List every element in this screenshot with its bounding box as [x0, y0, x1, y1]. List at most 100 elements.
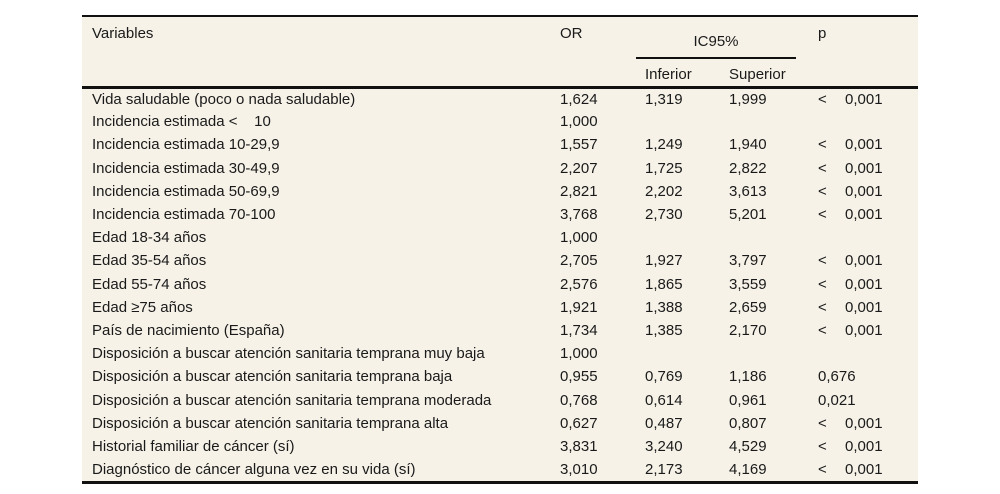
p-cell: <0,001	[808, 435, 918, 458]
ic95-superior-value: 3,559	[729, 275, 767, 293]
ic95-superior-value: 2,822	[729, 159, 767, 177]
ic95-inferior-value: 1,725	[645, 159, 683, 177]
table-row: Incidencia estimada 10-29,9 1,557 1,249 …	[82, 133, 918, 156]
ic95-superior-value	[722, 110, 808, 133]
ic95-superior-value: 5,201	[729, 206, 767, 224]
table-row: Disposición a buscar atención sanitaria …	[82, 388, 918, 411]
ic95-superior-value: 1,940	[729, 136, 767, 154]
ic95-inferior-value	[635, 226, 722, 249]
p-cell: <0,001	[808, 133, 918, 156]
header-spacer-variables	[82, 59, 552, 89]
less-than-sign: <	[818, 159, 827, 177]
table-body: Vida saludable (poco o nada saludable) 1…	[82, 87, 918, 481]
ic95-inferior-value: 1,249	[645, 136, 683, 154]
table-row: Edad 18-34 años 1,000	[82, 226, 918, 249]
ic95-inferior-value: 3,240	[645, 437, 683, 455]
less-than-sign: <	[818, 298, 827, 316]
p-value: 0,001	[845, 437, 883, 455]
or-value: 2,705	[560, 252, 598, 270]
ic95-inferior-value: 2,202	[645, 182, 683, 200]
variable-label: Edad ≥75 años	[92, 298, 193, 316]
p-cell: <0,001	[808, 458, 918, 481]
table-row: Historial familiar de cáncer (sí) 3,831 …	[82, 435, 918, 458]
p-value: 0,676	[818, 368, 856, 386]
variable-label: Incidencia estimada 50-69,9	[92, 182, 280, 200]
p-cell: <0,001	[808, 180, 918, 203]
table-row: Edad 55-74 años 2,576 1,865 3,559 <0,001	[82, 273, 918, 296]
column-header-inferior: Inferior	[635, 59, 722, 89]
p-cell: <0,001	[808, 203, 918, 226]
or-value: 0,955	[560, 368, 598, 386]
p-value: 0,001	[845, 182, 883, 200]
less-than-sign: <	[818, 182, 827, 200]
less-than-sign: <	[818, 321, 827, 339]
column-header-variables: Variables	[92, 25, 154, 42]
p-value: 0,001	[845, 159, 883, 177]
variable-label: Disposición a buscar atención sanitaria …	[92, 368, 453, 386]
variable-label: Disposición a buscar atención sanitaria …	[92, 345, 485, 363]
less-than-sign: <	[818, 252, 827, 270]
column-header-p: p	[818, 25, 827, 42]
results-table-container: Variables OR IC95% p Inferior Superior V…	[82, 15, 918, 485]
p-value: 0,001	[845, 252, 883, 270]
header-spacer-or	[552, 59, 635, 89]
ic95-superior-value	[722, 342, 808, 365]
p-value: 0,001	[845, 321, 883, 339]
p-cell	[808, 226, 918, 249]
table-row: Vida saludable (poco o nada saludable) 1…	[82, 87, 918, 110]
less-than-sign: <	[818, 461, 827, 479]
p-value: 0,001	[845, 136, 883, 154]
or-value: 3,831	[560, 437, 598, 455]
variable-label: Diagnóstico de cáncer alguna vez en su v…	[92, 461, 416, 479]
less-than-sign: <	[818, 437, 827, 455]
ic95-superior-value: 4,529	[729, 437, 767, 455]
table-row: Incidencia estimada 50-69,9 2,821 2,202 …	[82, 180, 918, 203]
less-than-sign: <	[818, 136, 827, 154]
p-cell: <0,001	[808, 273, 918, 296]
ic95-superior-value	[722, 226, 808, 249]
or-value: 2,207	[560, 159, 598, 177]
table-row: Diagnóstico de cáncer alguna vez en su v…	[82, 458, 918, 481]
ic95-superior-value: 0,807	[729, 414, 767, 432]
p-value: 0,001	[845, 206, 883, 224]
ic95-superior-value: 4,169	[729, 461, 767, 479]
variable-label: Incidencia estimada 30-49,9	[92, 159, 280, 177]
table-row: Incidencia estimada < 10 1,000	[82, 110, 918, 133]
p-value: 0,001	[845, 298, 883, 316]
table-row: Edad ≥75 años 1,921 1,388 2,659 <0,001	[82, 296, 918, 319]
header-row-sub: Inferior Superior	[82, 59, 918, 89]
or-value: 3,010	[560, 461, 598, 479]
p-cell: <0,001	[808, 157, 918, 180]
table-row: Disposición a buscar atención sanitaria …	[82, 342, 918, 365]
variable-label: Edad 18-34 años	[92, 229, 207, 247]
column-header-superior: Superior	[722, 59, 808, 89]
results-table: Variables OR IC95% p Inferior Superior V…	[82, 17, 918, 481]
ic95-inferior-value: 0,614	[645, 391, 683, 409]
variable-label: Historial familiar de cáncer (sí)	[92, 437, 295, 455]
or-value: 1,734	[560, 321, 598, 339]
variable-label: Incidencia estimada < 10	[92, 113, 271, 131]
p-cell	[808, 110, 918, 133]
p-cell: 0,676	[808, 365, 918, 388]
column-header-ic95: IC95%	[635, 17, 808, 59]
variable-label: Incidencia estimada 70-100	[92, 206, 276, 224]
p-cell: <0,001	[808, 319, 918, 342]
or-value: 1,000	[560, 113, 598, 131]
ic95-inferior-value: 0,487	[645, 414, 683, 432]
or-value: 0,627	[560, 414, 598, 432]
ic95-inferior-value: 0,769	[645, 368, 683, 386]
table-header: Variables OR IC95% p Inferior Superior	[82, 17, 918, 89]
header-row-top: Variables OR IC95% p	[82, 17, 918, 59]
variable-label: Incidencia estimada 10-29,9	[92, 136, 280, 154]
ic95-superior-value: 3,797	[729, 252, 767, 270]
ic95-superior-value: 1,186	[729, 368, 767, 386]
p-value: 0,001	[845, 461, 883, 479]
ic95-inferior-value: 2,730	[645, 206, 683, 224]
ic95-superior-value: 2,170	[729, 321, 767, 339]
variable-label: Disposición a buscar atención sanitaria …	[92, 391, 492, 409]
header-spacer-p	[808, 59, 918, 89]
or-value: 0,768	[560, 391, 598, 409]
table-row: Disposición a buscar atención sanitaria …	[82, 412, 918, 435]
ic95-inferior-value: 1,319	[645, 90, 683, 108]
less-than-sign: <	[818, 206, 827, 224]
